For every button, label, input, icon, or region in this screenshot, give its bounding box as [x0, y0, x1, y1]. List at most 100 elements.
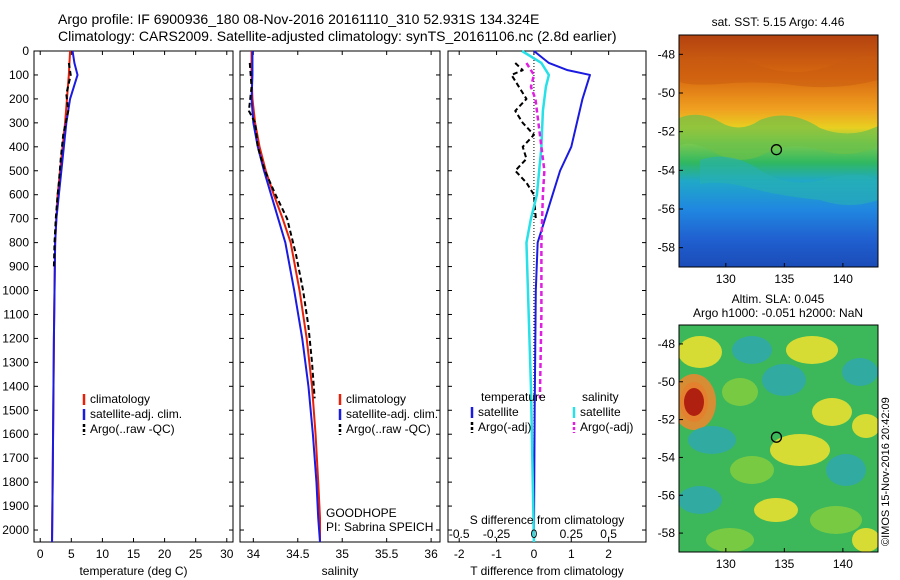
argo-position-marker-sla — [770, 431, 783, 443]
series-line-climatology — [250, 51, 321, 542]
sst-map-title: sat. SST: 5.15 Argo: 4.46 — [712, 15, 845, 29]
sla-map-frame — [678, 324, 879, 553]
depth-tick-label: 600 — [9, 188, 29, 202]
lon-tick-label: 130 — [716, 272, 736, 286]
lat-tick-label: -48 — [658, 337, 676, 351]
lon-tick-label: 130 — [716, 557, 736, 571]
sla-map: 130 135 140 -48 -50 -52 -54 -56 -58 Altim. SLA: … — [658, 292, 879, 571]
figure-title-line2: Climatology: CARS2009. Satellite-adjuste… — [58, 28, 617, 44]
x-tick-label: 35.5 — [375, 547, 399, 561]
depth-tick-label: 1500 — [2, 403, 29, 417]
lat-tick-label: -54 — [658, 163, 676, 177]
legend-entry: Argo(..raw -QC) — [346, 422, 431, 436]
sla-anomaly-blob — [754, 498, 798, 522]
s-diff-tick-label: -0.5 — [449, 527, 470, 541]
depth-tick-label: 800 — [9, 236, 29, 250]
sla-high-core — [684, 388, 704, 416]
sla-anomaly-blob — [852, 528, 878, 552]
series-line-temperature-satellite — [532, 50, 591, 543]
legend-entry: satellite-adj. clim. — [90, 407, 182, 421]
depth-tick-label: 1000 — [2, 284, 29, 298]
depth-tick-label: 1700 — [2, 451, 29, 465]
depth-tick-label: 400 — [9, 140, 29, 154]
x-tick-label: 0 — [531, 547, 538, 561]
difference-profile-frame — [447, 50, 647, 543]
sst-front-band — [679, 114, 878, 160]
s-diff-tick-label: 0.25 — [560, 527, 584, 541]
x-tick-label: 10 — [96, 547, 110, 561]
legend-entry: satellite — [580, 405, 621, 419]
sla-anomaly-blob — [842, 358, 878, 386]
x-tick-label: 34 — [247, 547, 261, 561]
depth-tick-label: 200 — [9, 92, 29, 106]
depth-tick-label: 700 — [9, 212, 29, 226]
sla-anomaly-blob — [770, 434, 830, 466]
legend-entry: Argo(-adj) — [580, 420, 633, 434]
annotation-pi: PI: Sabrina SPEICH — [326, 520, 433, 534]
depth-tick-label: 1600 — [2, 427, 29, 441]
legend-group-title: temperature — [481, 390, 546, 404]
sla-anomaly-blob — [679, 486, 722, 514]
legend-entry: Argo(-adj) — [478, 420, 531, 434]
sst-cool-band — [700, 156, 878, 205]
sla-map-title: Altim. SLA: 0.045 — [732, 292, 825, 306]
sla-anomaly-blob — [852, 414, 878, 438]
sla-anomaly-blob — [812, 398, 852, 426]
lon-tick-label: 140 — [833, 557, 853, 571]
depth-tick-label: 1900 — [2, 499, 29, 513]
depth-tick-label: 1100 — [3, 307, 29, 321]
lon-tick-label: 135 — [774, 557, 794, 571]
lon-tick-label: 140 — [833, 272, 853, 286]
x-tick-label: 35 — [336, 547, 350, 561]
depth-tick-label: 2000 — [2, 523, 29, 537]
lat-tick-label: -58 — [658, 241, 676, 255]
legend-group-title: salinity — [582, 390, 619, 404]
salinity-profile-frame — [239, 50, 441, 543]
lat-tick-label: -52 — [658, 413, 676, 427]
figure-title-line1: Argo profile: IF 6900936_180 08-Nov-2016… — [58, 11, 540, 27]
depth-tick-label: 1800 — [2, 475, 29, 489]
legend-entry: climatology — [90, 392, 150, 406]
series-line-satellite-adj-clim- — [250, 51, 321, 543]
series-line-argo-raw-qc- — [247, 62, 316, 399]
lat-tick-label: -54 — [658, 450, 676, 464]
sst-warm-band — [680, 55, 878, 88]
annotation-project: GOODHOPE — [326, 506, 397, 520]
depth-tick-label: 1200 — [2, 331, 29, 345]
depth-tick-label: 1300 — [2, 355, 29, 369]
x-tick-label: 30 — [220, 547, 234, 561]
lon-tick-label: 135 — [774, 272, 794, 286]
imos-credit: ©IMOS 15-Nov-2016 20:42:09 — [880, 397, 892, 546]
x-tick-label: 15 — [127, 547, 141, 561]
temperature-profile-xlabel: temperature (deg C) — [79, 564, 187, 578]
salinity-profile-xlabel: salinity — [322, 564, 359, 578]
lat-tick-label: -56 — [658, 202, 676, 216]
lat-tick-label: -56 — [658, 488, 676, 502]
x-tick-label: 34.5 — [286, 547, 310, 561]
series-line-temperature-argo-adj- — [510, 62, 537, 219]
depth-tick-label: 300 — [9, 116, 29, 130]
sla-anomaly-blob — [810, 506, 862, 534]
x-tick-label: 25 — [189, 547, 203, 561]
legend-entry: satellite-adj. clim. — [346, 407, 438, 421]
sst-map-frame — [678, 34, 879, 268]
sla-anomaly-blob — [722, 378, 758, 406]
depth-tick-label: 500 — [9, 164, 29, 178]
sla-anomaly-blob — [786, 336, 838, 364]
sla-anomaly-blob — [688, 426, 736, 454]
x-tick-label: -1 — [491, 547, 502, 561]
sla-anomaly-blob — [679, 336, 722, 368]
s-diff-tick-label: 0 — [531, 527, 538, 541]
x-tick-label: 5 — [68, 547, 75, 561]
sla-anomaly-blob — [730, 456, 774, 484]
sla-anomaly-blob — [706, 528, 754, 552]
temperature-profile-frame — [33, 50, 234, 543]
lat-tick-label: -48 — [658, 47, 676, 61]
sla-anomaly-blob — [732, 336, 772, 364]
series-line-salinity-satellite — [521, 49, 551, 543]
x-tick-label: 36 — [424, 547, 438, 561]
s-diff-tick-label: 0.5 — [600, 527, 617, 541]
difference-profile-xlabel: T difference from climatology — [470, 564, 624, 578]
lat-tick-label: -50 — [658, 86, 676, 100]
